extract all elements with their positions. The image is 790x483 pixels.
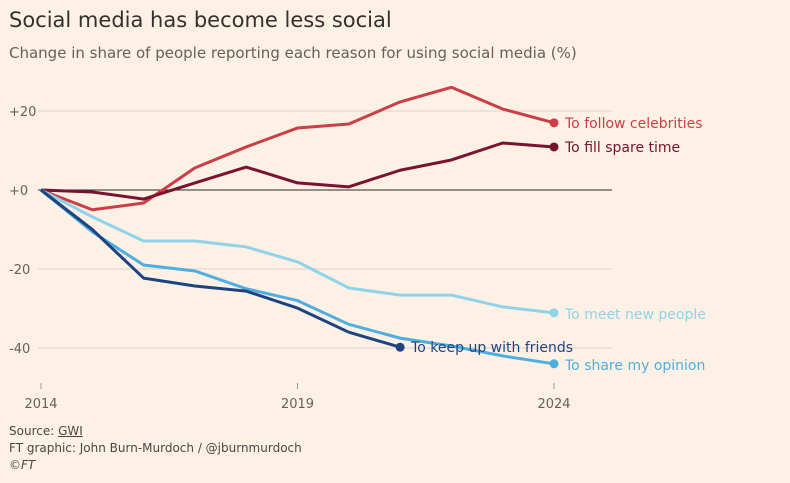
copyright: ©FT xyxy=(9,458,36,472)
series-label: To meet new people xyxy=(564,307,706,323)
source-link[interactable]: GWI xyxy=(58,424,83,438)
chart-title: Social media has become less social xyxy=(9,8,392,32)
series-line xyxy=(40,85,555,212)
series-end-dot xyxy=(549,118,559,128)
x-tick-label: 2019 xyxy=(281,397,314,412)
line-chart: +20 +0 -20 -40 2014 2019 2024 To follow celebri… xyxy=(9,85,706,412)
y-tick-label: -40 xyxy=(9,342,30,357)
y-tick-label: +0 xyxy=(9,184,28,199)
series-line xyxy=(40,188,401,349)
credit: FT graphic: John Burn-Murdoch / @jburnmu… xyxy=(9,441,302,455)
source-label: Source: xyxy=(9,424,59,438)
series-line xyxy=(40,141,555,201)
source-line: Source: GWI xyxy=(9,424,83,438)
x-tick-label: 2014 xyxy=(24,397,57,412)
series-line xyxy=(40,188,555,315)
chart-subtitle: Change in share of people reporting each… xyxy=(9,44,577,62)
series-label: To fill spare time xyxy=(564,140,680,156)
y-tick-label: -20 xyxy=(9,263,30,278)
series-end-dot xyxy=(549,359,559,369)
series-label: To follow celebrities xyxy=(564,116,703,132)
x-tick-label: 2024 xyxy=(537,397,570,412)
series-end-dot xyxy=(549,142,559,152)
series-end-dot xyxy=(549,308,559,318)
series-label: To share my opinion xyxy=(564,358,705,374)
y-tick-label: +20 xyxy=(9,105,36,120)
series-line xyxy=(40,188,555,366)
series-end-dot xyxy=(395,342,405,352)
series-label: To keep up with friends xyxy=(410,340,573,356)
